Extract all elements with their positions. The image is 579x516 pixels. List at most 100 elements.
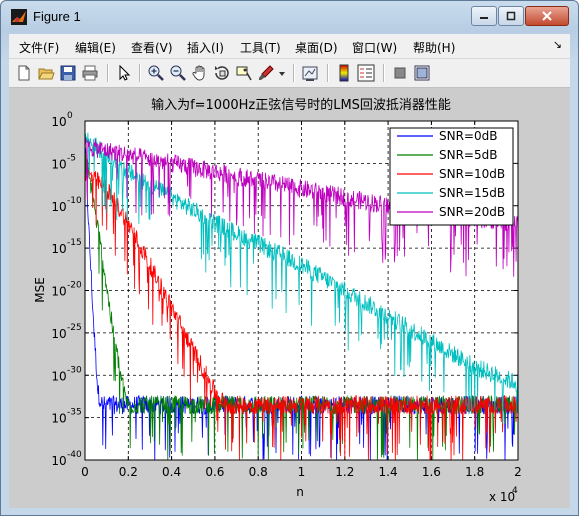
- close-button[interactable]: [525, 6, 569, 26]
- y-tick-exponent: -20: [67, 281, 82, 291]
- legend[interactable]: SNR=0dB SNR=5dB SNR=10dB SNR=15dB SNR=20dB: [389, 127, 514, 226]
- y-tick-base: 10: [51, 327, 66, 341]
- y-tick-exponent: -10: [67, 196, 82, 206]
- window-title: Figure 1: [33, 9, 81, 24]
- y-tick-base: 10: [51, 200, 66, 214]
- series-line-2: [85, 166, 518, 460]
- x-tick-label: 0: [81, 465, 89, 479]
- brush-icon[interactable]: [257, 64, 275, 82]
- x-multiplier-exponent: 4: [512, 486, 518, 496]
- new-figure-icon[interactable]: [15, 64, 33, 82]
- matlab-app-icon: [11, 9, 27, 25]
- y-tick-label: 10 0: [51, 111, 73, 129]
- maximize-icon: [506, 11, 516, 21]
- y-tick-base: 10: [51, 454, 66, 468]
- x-tick-label: 1.6: [422, 465, 441, 479]
- menu-bar: 文件(F) 编辑(E) 查看(V) 插入(I) 工具(T) 桌面(D) 窗口(W…: [9, 34, 570, 59]
- y-tick-base: 10: [51, 157, 66, 171]
- y-tick-exponent: -40: [67, 450, 82, 460]
- menu-tools[interactable]: 工具(T): [240, 41, 281, 55]
- x-multiplier-label: x 10: [489, 490, 515, 504]
- menu-help[interactable]: 帮助(H): [413, 41, 456, 55]
- y-tick-base: 10: [51, 115, 66, 129]
- open-file-icon[interactable]: [37, 64, 55, 82]
- rotate-3d-icon[interactable]: [213, 64, 231, 82]
- y-tick-exponent: -30: [67, 365, 82, 375]
- legend-entry-label: SNR=15dB: [439, 186, 505, 200]
- toolbar-separator: [107, 64, 109, 82]
- x-tick-label: 1.2: [335, 465, 354, 479]
- y-tick-exponent: -25: [67, 323, 82, 333]
- y-tick-exponent: 0: [67, 111, 73, 121]
- y-tick-base: 10: [51, 412, 66, 426]
- x-tick-label: 0.6: [205, 465, 224, 479]
- toolbar-separator: [327, 64, 329, 82]
- x-axis-label: n: [296, 485, 304, 499]
- minimize-icon: [480, 17, 488, 19]
- toolbar-separator: [383, 64, 385, 82]
- insert-legend-icon[interactable]: [357, 64, 375, 82]
- legend-entry-label: SNR=0dB: [439, 129, 497, 143]
- dock-arrow-icon[interactable]: ↘: [552, 38, 562, 51]
- legend-box: [389, 127, 514, 226]
- close-icon: [542, 11, 552, 21]
- y-tick-label: 10 -30: [51, 365, 82, 383]
- insert-colorbar-icon[interactable]: [335, 64, 353, 82]
- y-tick-label: 10 -40: [51, 450, 82, 468]
- print-icon[interactable]: [81, 64, 99, 82]
- legend-items: SNR=0dB SNR=5dB SNR=10dB SNR=15dB SNR=20dB: [397, 129, 505, 219]
- brush-dropdown-icon[interactable]: [277, 64, 287, 82]
- data-cursor-icon[interactable]: [235, 64, 253, 82]
- legend-entry-label: SNR=20dB: [439, 205, 505, 219]
- y-tick-exponent: -5: [67, 153, 76, 163]
- hide-plot-tools-icon[interactable]: [391, 64, 409, 82]
- y-tick-exponent: -35: [67, 408, 82, 418]
- x-tick-label: 0.8: [249, 465, 268, 479]
- legend-entry-label: SNR=5dB: [439, 148, 497, 162]
- menu-file[interactable]: 文件(F): [19, 41, 60, 55]
- y-tick-label: 10 -35: [51, 408, 81, 426]
- x-tick-label: 0.4: [162, 465, 181, 479]
- y-tick-base: 10: [51, 369, 66, 383]
- link-plot-icon[interactable]: [301, 64, 319, 82]
- y-tick-label: 10 -25: [51, 323, 81, 341]
- y-tick-label: 10 -20: [51, 281, 82, 299]
- y-tick-label: 10 -5: [51, 153, 76, 171]
- menu-desktop[interactable]: 桌面(D): [295, 41, 338, 55]
- y-tick-exponent: -15: [67, 238, 82, 248]
- title-bar[interactable]: Figure 1: [1, 1, 578, 33]
- show-plot-tools-icon[interactable]: [413, 64, 431, 82]
- x-tick-label: 1: [298, 465, 306, 479]
- minimize-button[interactable]: [471, 6, 497, 26]
- chart-title: 输入为f=1000Hz正弦信号时的LMS回波抵消器性能: [151, 97, 451, 113]
- figure-toolbar: [9, 59, 570, 88]
- maximize-button[interactable]: [498, 6, 524, 26]
- axes-box: [84, 120, 519, 461]
- zoom-in-icon[interactable]: [147, 64, 165, 82]
- legend-entry-label: SNR=10dB: [439, 167, 505, 181]
- x-tick-label: 0.2: [119, 465, 138, 479]
- y-tick-label: 10 -10: [51, 196, 82, 214]
- x-tick-labels: 0 0.2 0.4 0.6 0.8 1 1.2 1.4 1.6 1.8 2: [81, 465, 522, 479]
- pan-hand-icon[interactable]: [191, 64, 209, 82]
- menu-view[interactable]: 查看(V): [131, 41, 173, 55]
- x-tick-label: 1.8: [465, 465, 484, 479]
- y-tick-base: 10: [51, 242, 66, 256]
- y-tick-label: 10 -15: [51, 238, 81, 256]
- x-tick-label: 1.4: [379, 465, 398, 479]
- x-tick-label: 2: [514, 465, 522, 479]
- toolbar-separator: [293, 64, 295, 82]
- y-axis-label: MSE: [33, 277, 47, 303]
- save-icon[interactable]: [59, 64, 77, 82]
- menu-window[interactable]: 窗口(W): [352, 41, 398, 55]
- edit-plot-arrow-icon[interactable]: [115, 64, 133, 82]
- menu-insert[interactable]: 插入(I): [187, 41, 224, 55]
- y-tick-base: 10: [51, 285, 66, 299]
- menu-edit[interactable]: 编辑(E): [75, 41, 116, 55]
- zoom-out-icon[interactable]: [169, 64, 187, 82]
- toolbar-separator: [139, 64, 141, 82]
- series-line-3: [85, 132, 518, 424]
